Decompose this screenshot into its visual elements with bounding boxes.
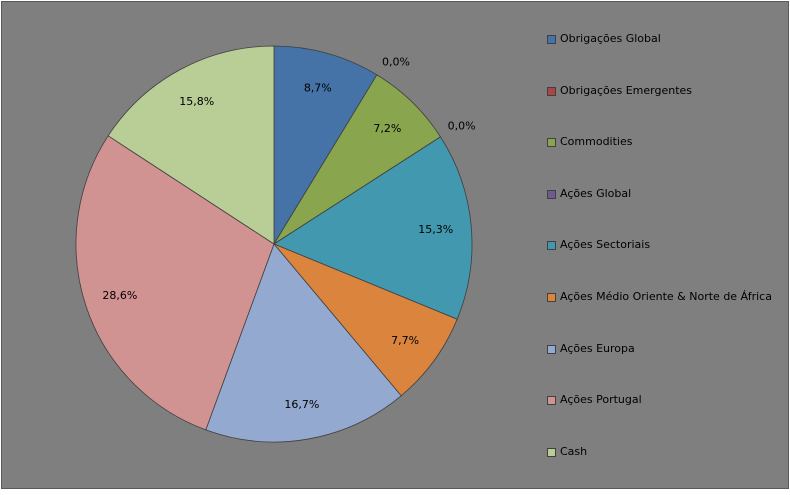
legend-label: Ações Médio Oriente & Norte de África	[560, 289, 772, 303]
legend-label: Ações Global	[560, 186, 632, 200]
legend-label: Obrigações Global	[560, 32, 661, 45]
legend-item-acoes-europa: Ações Europa	[547, 341, 787, 393]
data-label-acoes-sectoriais: 15,3%	[418, 223, 453, 236]
data-label-acoes-global: 0,0%	[448, 120, 476, 133]
data-label-acoes-medio-oriente-norte-de-africa: 7,7%	[391, 334, 419, 347]
legend-swatch	[547, 344, 556, 354]
legend-label: Obrigações Emergentes	[560, 83, 693, 97]
data-label-obrigacoes-emergentes: 0,0%	[382, 56, 410, 69]
legend-swatch	[547, 292, 556, 302]
legend-swatch	[547, 189, 556, 199]
pie-slice-acoes-medio-oriente-norte-de-africa	[273, 243, 458, 397]
legend-item-commodities: Commodities	[547, 134, 787, 186]
legend-label: Ações Europa	[560, 341, 635, 355]
legend-item-acoes-sectoriais: Ações Sectoriais	[547, 237, 787, 289]
legend-swatch	[547, 86, 556, 96]
pie-slice-acoes-sectoriais	[273, 136, 473, 320]
pie-slice-acoes-portugal	[75, 135, 275, 431]
legend-swatch	[547, 138, 556, 148]
pie-slice-cash	[107, 45, 275, 245]
legend-item-obrigacoes-emergentes: Obrigações Emergentes	[547, 83, 787, 135]
legend-label: Ações Portugal	[560, 393, 642, 407]
legend-item-acoes-portugal: Ações Portugal	[547, 392, 787, 444]
legend-item-cash: Cash	[547, 444, 787, 495]
legend-swatch	[547, 241, 556, 251]
legend-item-acoes-medio-oriente: Ações Médio Oriente & Norte de África	[547, 289, 787, 341]
data-label-cash: 15,8%	[179, 95, 214, 108]
legend-swatch	[547, 447, 556, 457]
legend-label: Ações Sectoriais	[560, 238, 651, 252]
pie-slice-acoes-europa	[205, 243, 402, 443]
data-label-commodities: 7,2%	[373, 122, 401, 135]
data-label-acoes-europa: 16,7%	[284, 398, 319, 411]
pie-chart: 8,7% 0,0% 7,2% 0,0% 15,3% 7,7% 16,7% 28,6% 15,8%	[75, 45, 476, 443]
pie-data-labels: 8,7% 0,0% 7,2% 0,0% 15,3% 7,7% 16,7% 28,6% 15,8%	[102, 56, 475, 411]
legend-item-obrigacoes-global: Obrigações Global	[547, 31, 787, 83]
legend: Obrigações Global Obrigações Emergentes …	[547, 31, 787, 495]
legend-swatch	[547, 396, 556, 406]
data-label-obrigacoes-global: 8,7%	[304, 82, 332, 95]
pie-slices	[75, 45, 473, 443]
legend-swatch	[547, 35, 556, 44]
legend-label: Commodities	[560, 135, 633, 149]
legend-label: Cash	[560, 444, 588, 458]
legend-item-acoes-global: Ações Global	[547, 186, 787, 238]
pie-slice-obrigacoes-global	[273, 45, 378, 246]
data-label-acoes-portugal: 28,6%	[102, 289, 137, 302]
